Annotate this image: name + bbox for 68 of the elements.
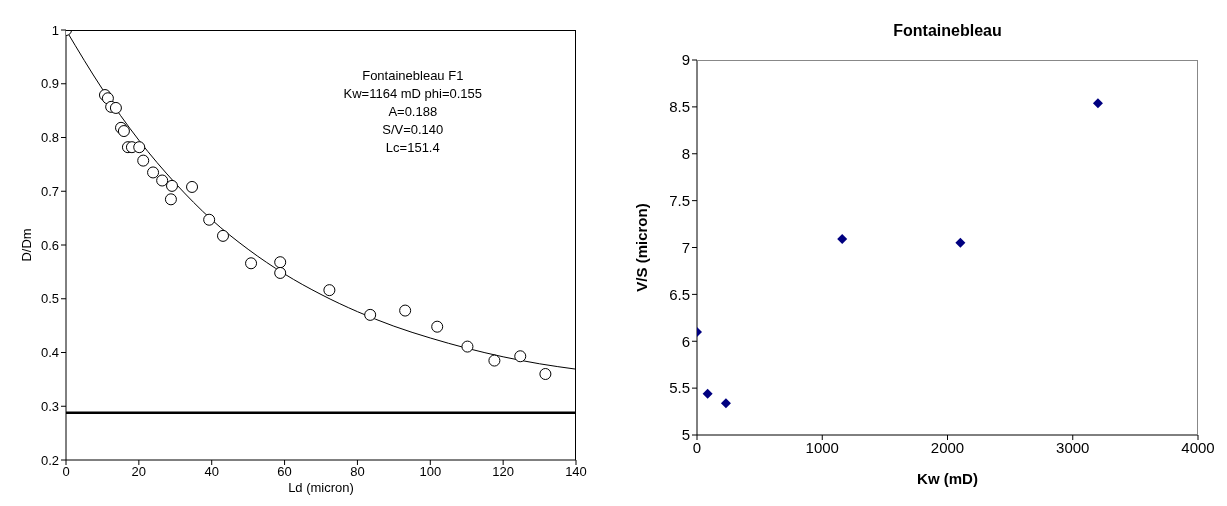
point: [955, 237, 966, 248]
annotation: S/V=0.140: [381, 121, 445, 139]
point: [539, 368, 552, 380]
point: [245, 257, 258, 270]
point: [186, 180, 199, 193]
y-tick-label: 5.5: [669, 379, 690, 397]
annotation: Lc=151.4: [384, 139, 441, 157]
y-axis-title: V/S (micron): [633, 203, 651, 292]
x-tick-label: 0: [62, 464, 70, 480]
point: [837, 234, 848, 245]
point: [164, 193, 177, 206]
y-tick-label: 7: [681, 238, 690, 256]
x-tick-label: 1000: [805, 438, 839, 456]
y-tick-label: 0.6: [40, 237, 59, 253]
y-tick-label: 0.3: [40, 398, 59, 414]
y-tick-label: 6.5: [669, 285, 690, 303]
point: [431, 320, 444, 333]
y-tick-label: 1: [51, 22, 59, 38]
point: [166, 179, 179, 192]
x-axis-title: Ld (micron): [288, 480, 354, 495]
chart-title: Fontainebleau: [892, 22, 1003, 40]
point: [156, 174, 169, 187]
y-tick-label: 0.5: [40, 291, 59, 307]
point: [399, 304, 412, 317]
point: [274, 256, 287, 269]
y-tick-label: 6: [681, 332, 690, 350]
point: [147, 166, 160, 179]
point: [217, 229, 230, 242]
point: [133, 141, 146, 154]
y-tick-label: 5: [681, 426, 690, 444]
x-tick-label: 40: [204, 464, 219, 480]
point: [514, 350, 527, 363]
x-tick-label: 120: [492, 464, 514, 480]
point: [203, 213, 216, 226]
point: [137, 154, 150, 167]
annotation: Kw=1164 mD phi=0.155: [342, 85, 484, 103]
annotation: Fontainebleau F1: [361, 67, 465, 85]
point: [117, 125, 130, 138]
y-tick-label: 0.7: [40, 183, 59, 199]
x-tick-label: 3000: [1056, 438, 1090, 456]
point: [720, 398, 731, 409]
y-tick-label: 7.5: [669, 191, 690, 209]
point: [109, 101, 122, 114]
y-tick-label: 0.2: [40, 452, 59, 468]
y-tick-label: 8.5: [669, 98, 690, 116]
x-axis-title: Kw (mD): [917, 470, 978, 487]
point: [274, 266, 287, 279]
y-tick-label: 9: [681, 51, 690, 69]
point: [702, 388, 713, 399]
y-tick-label: 0.4: [40, 345, 59, 361]
y-tick-label: 0.9: [40, 76, 59, 92]
y-tick-label: 0.8: [40, 130, 59, 146]
y-axis-title: D/Dm: [18, 228, 34, 262]
x-tick-label: 4000: [1181, 438, 1215, 456]
point: [488, 354, 501, 367]
point: [323, 284, 336, 297]
point: [461, 340, 474, 353]
point: [1092, 98, 1103, 109]
x-tick-label: 60: [277, 464, 292, 480]
y-tick-label: 8: [681, 145, 690, 163]
annotation: A=0.188: [387, 103, 439, 121]
x-tick-label: 80: [350, 464, 365, 480]
x-tick-label: 100: [419, 464, 442, 480]
x-tick-label: 2000: [930, 438, 965, 456]
point: [364, 308, 377, 321]
x-tick-label: 140: [565, 464, 587, 480]
x-tick-label: 20: [131, 464, 147, 480]
x-tick-label: 0: [692, 438, 702, 456]
